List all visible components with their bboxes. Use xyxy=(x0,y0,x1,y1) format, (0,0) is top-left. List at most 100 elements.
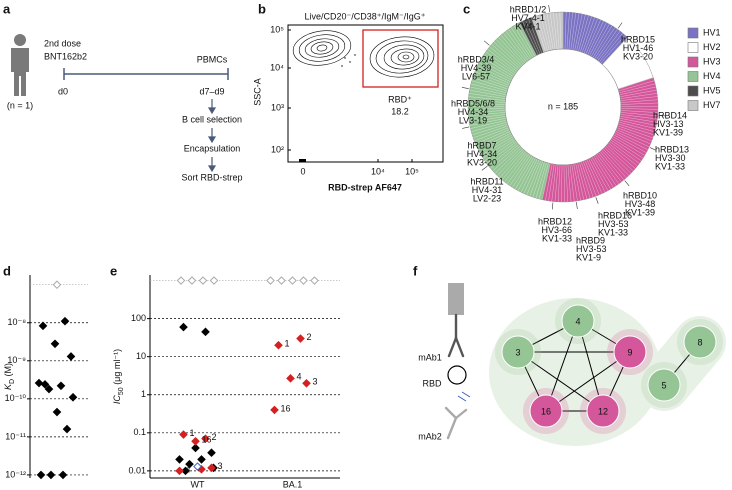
day-label: d0 xyxy=(58,86,68,96)
clone-divider xyxy=(580,16,592,52)
node-label: 9 xyxy=(627,347,632,357)
clone-divider xyxy=(541,163,551,200)
mab-arm xyxy=(454,408,468,420)
panel-label: f xyxy=(413,263,418,278)
clone-divider xyxy=(594,27,616,59)
clone-divider xyxy=(468,93,506,99)
data-point xyxy=(52,407,62,417)
clone-divider xyxy=(478,132,512,150)
data-point xyxy=(181,466,190,476)
data-point xyxy=(286,374,295,383)
clone-divider xyxy=(620,112,658,117)
clone-divider xyxy=(523,159,540,194)
annotation: LV6-57 xyxy=(462,71,490,81)
clone-divider xyxy=(546,13,554,50)
clone-divider xyxy=(471,121,508,132)
annotation: HV4-39 xyxy=(461,63,492,73)
clone-divider xyxy=(481,56,514,77)
clone-divider xyxy=(610,139,642,162)
clone-divider xyxy=(593,155,614,188)
clone-divider xyxy=(608,49,639,72)
legend-label: HV3 xyxy=(703,56,721,66)
legend-swatch xyxy=(687,100,699,111)
gate xyxy=(362,29,439,88)
mab1-label: mAb1 xyxy=(418,352,442,362)
clone-divider xyxy=(618,121,655,132)
clone-divider xyxy=(564,12,567,50)
network-node xyxy=(529,394,563,428)
clone-divider xyxy=(549,12,556,50)
annotation: HV4-31 xyxy=(472,185,503,195)
annotation-leader xyxy=(624,180,630,187)
clone-divider xyxy=(543,13,552,51)
clone-divider xyxy=(582,17,595,53)
clone-divider xyxy=(617,127,652,142)
contour xyxy=(375,40,429,74)
data-point xyxy=(56,381,66,391)
clone-divider xyxy=(490,144,519,169)
point-label: 2 xyxy=(307,332,312,342)
clone-divider xyxy=(620,108,658,110)
legend-swatch xyxy=(687,42,699,53)
clone-divider xyxy=(472,77,508,90)
clone-divider xyxy=(620,110,658,113)
clone-divider xyxy=(515,157,535,190)
clone-divider xyxy=(575,163,585,200)
annotation: LV3-19 xyxy=(459,115,487,125)
annotation: HV7-4-1 xyxy=(511,13,545,23)
y-tick-label: 10³ xyxy=(271,102,284,112)
clone-divider xyxy=(486,141,517,164)
clone-divider xyxy=(485,51,516,74)
network-node xyxy=(647,368,681,402)
data-point xyxy=(179,430,188,439)
contour xyxy=(292,30,352,66)
clone-divider xyxy=(548,164,555,201)
clone-divider xyxy=(561,164,563,202)
gate-name: RBD⁺ xyxy=(388,94,412,104)
contour xyxy=(402,54,410,60)
data-point xyxy=(193,462,202,471)
annotation: KV1-33 xyxy=(655,161,685,171)
clone-divider xyxy=(596,153,620,185)
clone-divider xyxy=(581,161,594,198)
clone-divider xyxy=(572,13,580,50)
clone-divider xyxy=(615,68,650,84)
data-point xyxy=(207,448,216,458)
clone-divider xyxy=(484,139,516,162)
y-tick-label: 10⁻⁸ xyxy=(7,317,26,327)
data-point xyxy=(68,392,78,402)
clone-divider xyxy=(602,148,629,176)
data-point xyxy=(274,340,283,350)
clone-divider xyxy=(483,54,515,76)
mab-arm xyxy=(454,336,465,358)
panel-label: a xyxy=(3,1,11,16)
clone-divider xyxy=(468,99,506,103)
data-point xyxy=(66,352,76,361)
clone-divider xyxy=(531,17,544,53)
clone-divider xyxy=(578,15,589,52)
clone-divider xyxy=(605,41,633,68)
contour xyxy=(298,34,346,62)
point-label: 2 xyxy=(212,432,217,442)
clone-divider xyxy=(577,163,588,199)
clone-divider xyxy=(470,83,507,94)
event xyxy=(341,65,343,67)
clone-divider xyxy=(569,164,575,202)
node-label: 8 xyxy=(697,337,702,347)
point-label: 16 xyxy=(281,403,291,413)
clone-divider xyxy=(469,118,507,126)
clone-divider xyxy=(470,86,507,96)
point-label: 4 xyxy=(297,372,302,382)
exchange-arrows xyxy=(457,391,471,402)
y-tick-label: 10² xyxy=(271,144,284,154)
annotation: hRBD15 xyxy=(621,34,655,44)
clone-divider xyxy=(478,62,512,81)
flow-title: Live/CD20⁻/CD38⁺/IgM⁻/IgG⁺ xyxy=(304,11,425,21)
data-point xyxy=(187,276,197,285)
x-tick-label: BA.1 xyxy=(283,479,303,489)
clone-divider xyxy=(620,99,658,103)
clone-divider xyxy=(570,12,577,50)
x-axis-label: RBD-strep AF647 xyxy=(328,182,402,192)
annotation: hRBD5/6/8 xyxy=(451,98,495,108)
clone-divider xyxy=(470,119,507,129)
